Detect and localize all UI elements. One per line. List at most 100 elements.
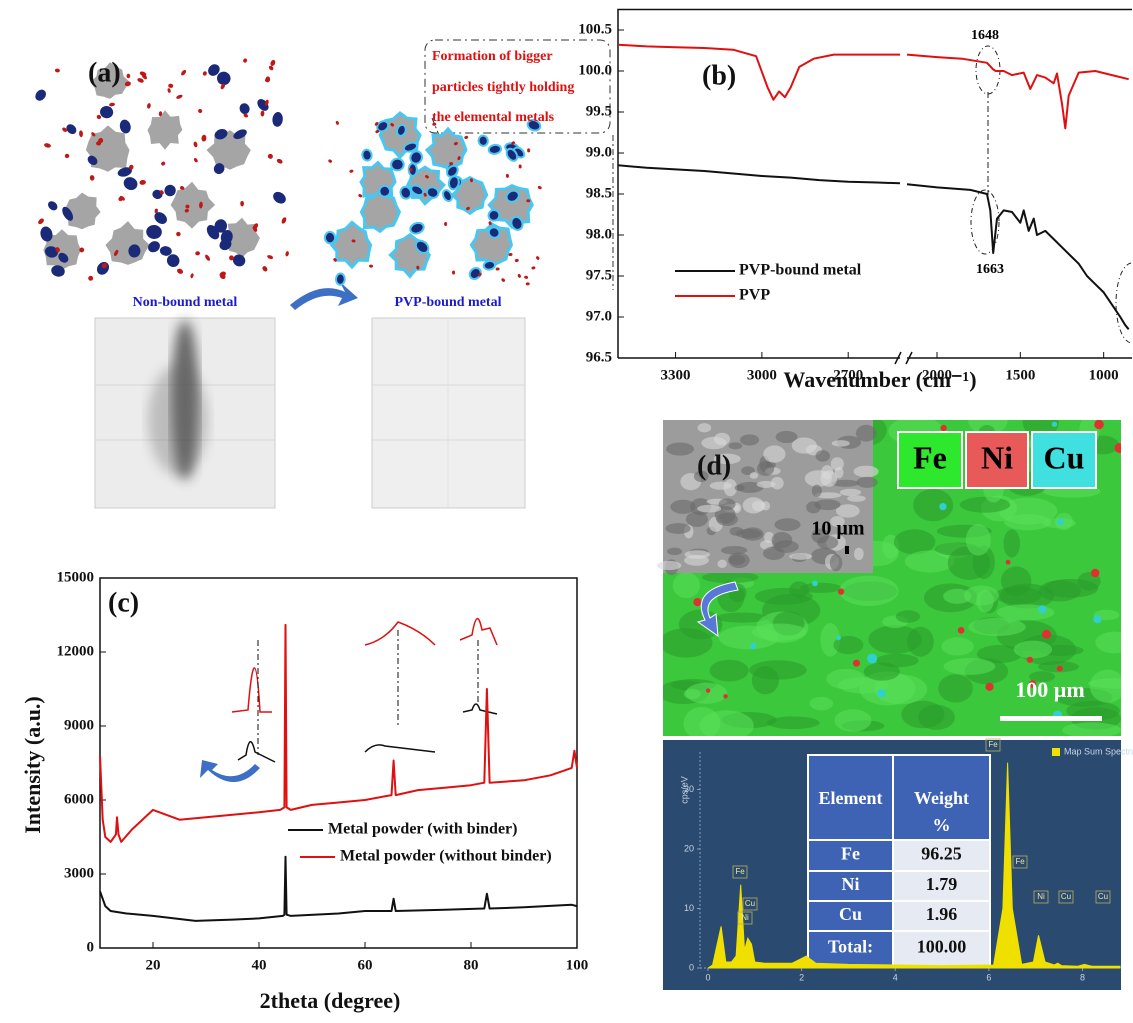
y-tick-label: 98.0 [586, 226, 612, 242]
y-tick-label: 98.5 [586, 185, 612, 201]
texture [964, 586, 999, 606]
texture [757, 461, 774, 476]
particle [152, 210, 169, 227]
table-cell-text: 96.25 [921, 844, 962, 864]
texture [1115, 443, 1125, 453]
element-label: Fe [913, 439, 947, 475]
x-tick-label: 1000 [1089, 367, 1119, 383]
y-tick-label: 10 [684, 903, 694, 913]
table-cell-text: Fe [841, 844, 860, 864]
arrow [200, 760, 260, 782]
table-cell-text: 100.00 [917, 937, 967, 957]
particle [276, 158, 283, 165]
texture [918, 705, 955, 730]
callout-text: the elemental metals [432, 110, 555, 125]
axis-frame [100, 578, 577, 948]
particle [126, 74, 130, 79]
particle [391, 159, 404, 171]
particle [202, 71, 207, 77]
texture [789, 553, 812, 560]
particle [55, 68, 60, 72]
particle [175, 231, 181, 237]
texture [944, 658, 996, 675]
scale-bar [845, 546, 849, 554]
particle [464, 135, 469, 139]
annotation: 1663 [976, 262, 1004, 277]
panel-label: (a) [88, 57, 121, 88]
figure: (a) Formation of bigger particles tightl… [0, 0, 1133, 1023]
highlight [1116, 263, 1133, 343]
particle [531, 266, 536, 270]
particle [118, 118, 132, 134]
peak-label: Cu [1098, 892, 1108, 901]
texture [1093, 615, 1101, 623]
legend-label: Map Sum Spectrum [1064, 746, 1133, 756]
particle [44, 142, 52, 148]
inset [463, 704, 497, 714]
texture [1057, 518, 1064, 525]
particle [349, 169, 354, 173]
particle [524, 275, 529, 279]
texture [815, 450, 830, 461]
series-line [100, 625, 577, 842]
particle [325, 232, 336, 244]
particle [201, 134, 207, 141]
series-line [100, 857, 577, 921]
legend-label: PVP [739, 287, 770, 304]
particle [146, 239, 162, 255]
texture [1042, 630, 1051, 639]
particle [452, 270, 455, 274]
texture [836, 636, 841, 641]
particle [272, 112, 284, 128]
texture [854, 548, 864, 560]
particle [535, 256, 540, 261]
axis-frame [618, 10, 1132, 359]
texture [728, 555, 745, 565]
texture [832, 440, 850, 447]
particle [281, 216, 288, 224]
texture [693, 598, 701, 606]
particle [105, 221, 149, 265]
texture [896, 610, 920, 622]
x-tick-label: 4 [893, 972, 898, 982]
texture [697, 423, 711, 432]
series-line [618, 165, 1129, 329]
texture [716, 513, 738, 526]
texture [840, 489, 861, 496]
texture [666, 442, 694, 455]
particle [527, 148, 530, 152]
particle [335, 120, 339, 125]
texture [740, 434, 759, 445]
particle [64, 153, 69, 158]
particle [267, 153, 274, 160]
particle [33, 88, 48, 103]
texture [1062, 722, 1121, 737]
texture [1038, 605, 1046, 613]
texture [717, 560, 726, 568]
texture [1001, 566, 1031, 596]
particle [99, 105, 114, 119]
texture [1052, 422, 1057, 427]
y-tick-label: 97.0 [586, 308, 612, 324]
texture [750, 643, 756, 649]
particle [441, 189, 453, 203]
peak-label: Cu [1061, 892, 1071, 901]
axis-break [895, 352, 912, 364]
x-tick-label: 1500 [1005, 367, 1035, 383]
particle [488, 144, 502, 155]
particle [268, 65, 274, 71]
particle [238, 102, 251, 116]
x-tick-label: 20 [146, 957, 161, 973]
particle [121, 175, 139, 193]
particle [146, 224, 163, 240]
x-tick-label: 40 [252, 957, 267, 973]
texture [812, 485, 822, 497]
peak-label: Fe [1015, 857, 1025, 866]
arrow [290, 282, 358, 310]
texture [710, 660, 749, 682]
particle [328, 159, 333, 164]
y-tick-label: 97.5 [586, 267, 612, 283]
peak-label: Ni [1037, 892, 1045, 901]
texture [1090, 670, 1126, 703]
texture [752, 500, 766, 511]
